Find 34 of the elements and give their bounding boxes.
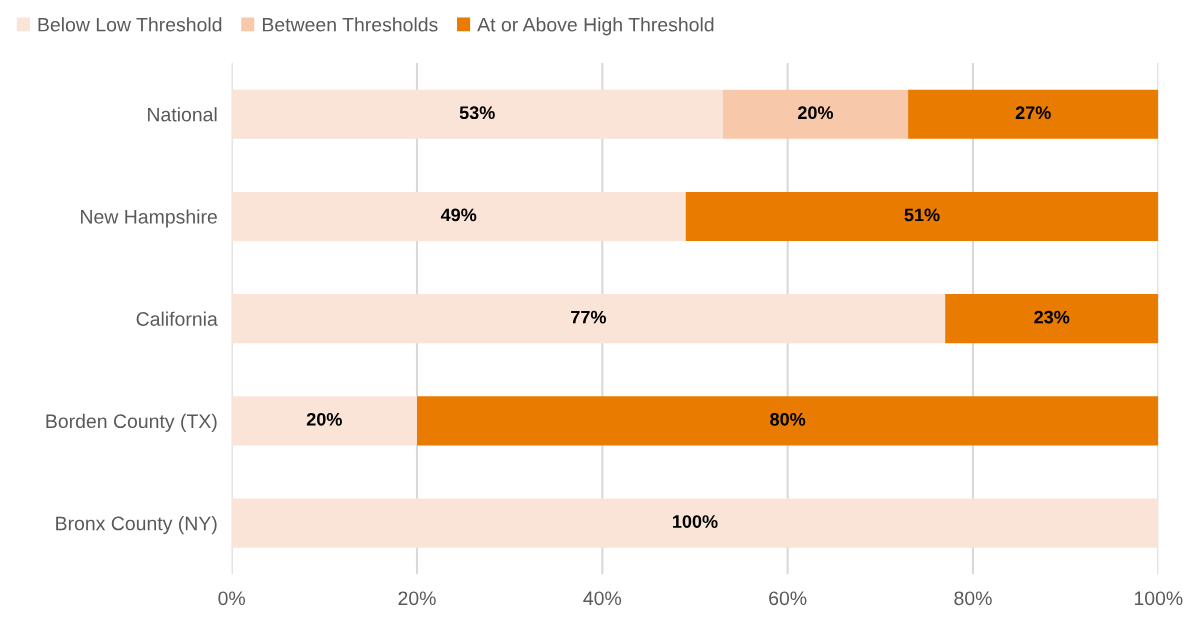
legend-label: Between Thresholds — [262, 17, 438, 32]
bar — [231, 191, 686, 241]
data-label: 51% — [904, 208, 940, 222]
bar — [945, 294, 1159, 344]
data-label: 49% — [440, 208, 477, 222]
y-tick-label: Bronx County (NY) — [56, 516, 217, 535]
y-tick-label: New Hampshire — [81, 209, 217, 228]
data-label: 80% — [770, 412, 806, 426]
bar — [231, 498, 1159, 548]
bar — [908, 89, 1159, 139]
data-label: 20% — [798, 106, 834, 120]
y-tick-label: National — [148, 107, 217, 122]
x-tick-label: 60% — [769, 591, 807, 606]
y-tick-label: Borden County (TX) — [46, 413, 217, 432]
y-tick-label: California — [136, 311, 218, 326]
bar — [231, 396, 417, 446]
data-label: 27% — [1015, 106, 1051, 120]
bar — [685, 191, 1159, 241]
bar — [416, 396, 1159, 446]
x-tick-label: 20% — [398, 591, 436, 606]
x-tick-label: 100% — [1134, 591, 1183, 606]
x-tick-label: 0% — [218, 591, 246, 606]
data-label: 23% — [1034, 310, 1070, 324]
legend-label: At or Above High Threshold — [477, 17, 714, 36]
legend-label: Below Low Threshold — [38, 17, 222, 32]
data-label: 53% — [459, 106, 495, 120]
x-tick-label: 40% — [583, 591, 622, 606]
data-label: 77% — [571, 310, 607, 324]
bar — [722, 89, 909, 139]
x-tick-label: 80% — [954, 591, 992, 606]
bar — [231, 89, 723, 139]
data-label: 100% — [673, 515, 718, 528]
bar — [231, 294, 946, 344]
data-label: 20% — [306, 412, 342, 426]
